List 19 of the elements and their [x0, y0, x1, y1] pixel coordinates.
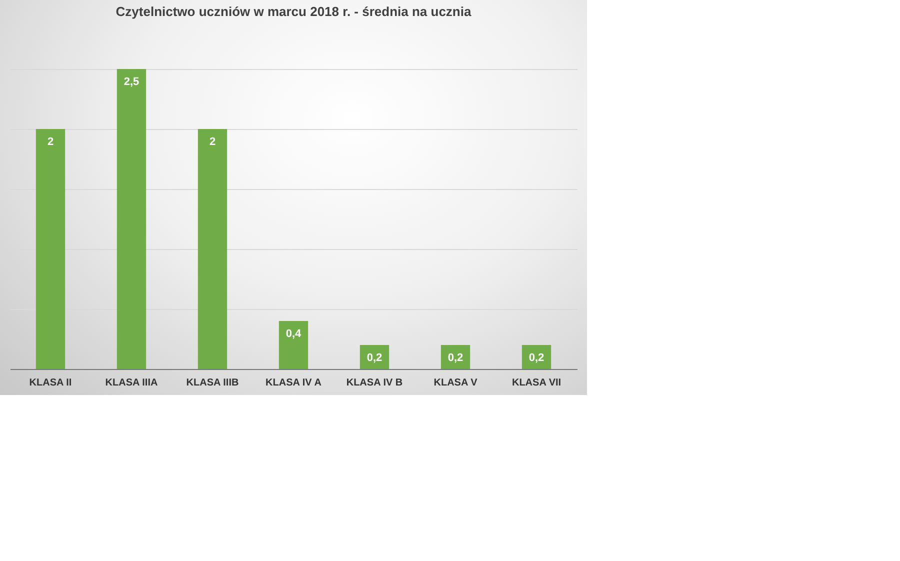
x-tick-label: KLASA IV B — [346, 378, 403, 388]
x-tick-label: KLASA V — [434, 378, 478, 388]
x-tick-label: KLASA IIIB — [186, 378, 239, 388]
x-tick-label: KLASA II — [29, 378, 72, 388]
data-label: 0,2 — [448, 352, 464, 364]
data-label: 0,2 — [366, 352, 382, 364]
x-tick-label: KLASA VII — [512, 378, 562, 388]
data-label: 2 — [47, 136, 54, 148]
chart-title: Czytelnictwo uczniów w marcu 2018 r. - średnia na ucznia — [116, 4, 472, 19]
x-tick-label: KLASA IV A — [266, 378, 322, 388]
bar — [278, 321, 308, 369]
bar — [36, 129, 66, 369]
data-label: 0,4 — [286, 328, 302, 340]
data-label: 2,5 — [124, 76, 140, 88]
data-label: 0,2 — [528, 352, 544, 364]
data-label: 2 — [209, 136, 216, 148]
x-tick-label: KLASA IIIA — [105, 378, 158, 388]
bar — [116, 69, 146, 369]
bar — [198, 129, 228, 369]
